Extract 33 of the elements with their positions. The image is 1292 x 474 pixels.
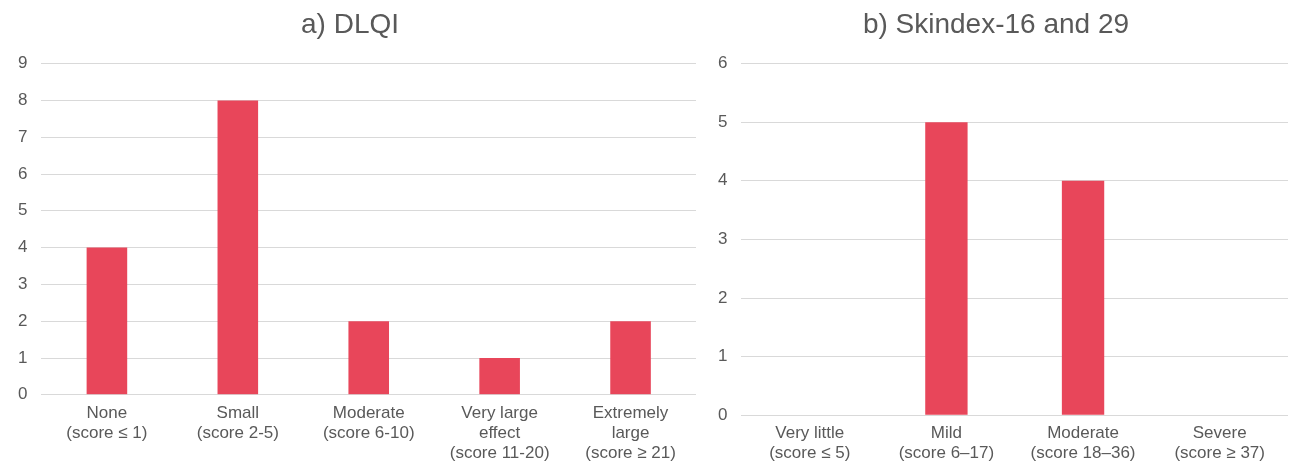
x-tick-label: Very large effect (score 11-20) xyxy=(449,402,550,463)
x-tick-label: Small (score 2-5) xyxy=(196,402,279,443)
y-tick-label: 0 xyxy=(717,404,728,424)
x-tick-label: Very little (score ≤ 5) xyxy=(769,423,851,463)
bar xyxy=(86,247,128,395)
bar xyxy=(217,100,259,395)
bar xyxy=(348,321,390,395)
x-tick-label: Moderate (score 6-10) xyxy=(322,402,415,443)
y-tick-label: 5 xyxy=(17,200,28,220)
y-tick-label: 6 xyxy=(717,53,728,73)
y-tick-label: 4 xyxy=(717,170,728,190)
x-tick-label: Mild (score 6–17) xyxy=(898,423,995,463)
y-tick-label: 3 xyxy=(717,229,728,249)
y-tick-label: 1 xyxy=(17,347,28,367)
y-tick-label: 2 xyxy=(17,310,28,330)
x-tick-label: None (score ≤ 1) xyxy=(66,402,148,443)
chart-title: a) DLQI xyxy=(300,7,400,39)
chart-title: b) Skindex-16 and 29 xyxy=(862,7,1130,39)
x-tick-label: Moderate (score 18–36) xyxy=(1030,423,1136,463)
x-tick-label: Severe (score ≥ 37) xyxy=(1174,423,1265,463)
x-tick-label: Extremely large (score ≥ 21) xyxy=(585,402,676,463)
bar xyxy=(610,321,651,395)
y-tick-label: 9 xyxy=(17,53,28,73)
y-tick-label: 3 xyxy=(17,274,28,294)
y-tick-label: 6 xyxy=(17,163,28,183)
y-tick-label: 4 xyxy=(17,237,28,257)
y-tick-label: 7 xyxy=(17,126,28,146)
y-tick-label: 2 xyxy=(717,287,728,307)
y-tick-label: 1 xyxy=(717,346,728,366)
y-tick-label: 0 xyxy=(17,384,28,404)
y-tick-label: 8 xyxy=(17,90,28,110)
bar xyxy=(479,358,520,395)
y-tick-label: 5 xyxy=(717,111,728,131)
